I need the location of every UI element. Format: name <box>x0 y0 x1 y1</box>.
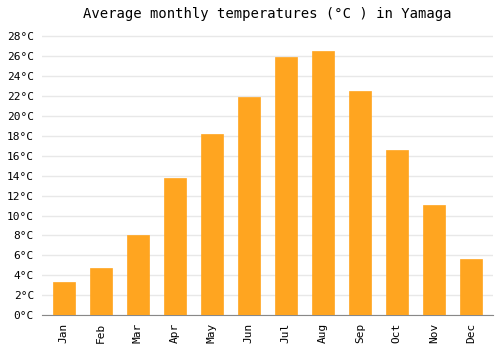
Bar <box>422 205 445 315</box>
Bar <box>460 259 482 315</box>
Bar <box>238 97 260 315</box>
Bar <box>312 51 334 315</box>
Bar <box>200 134 223 315</box>
Bar <box>386 150 408 315</box>
Bar <box>90 268 112 315</box>
Bar <box>126 236 149 315</box>
Title: Average monthly temperatures (°C ) in Yamaga: Average monthly temperatures (°C ) in Ya… <box>83 7 452 21</box>
Bar <box>348 91 371 315</box>
Bar <box>274 57 297 315</box>
Bar <box>164 178 186 315</box>
Bar <box>52 282 75 315</box>
